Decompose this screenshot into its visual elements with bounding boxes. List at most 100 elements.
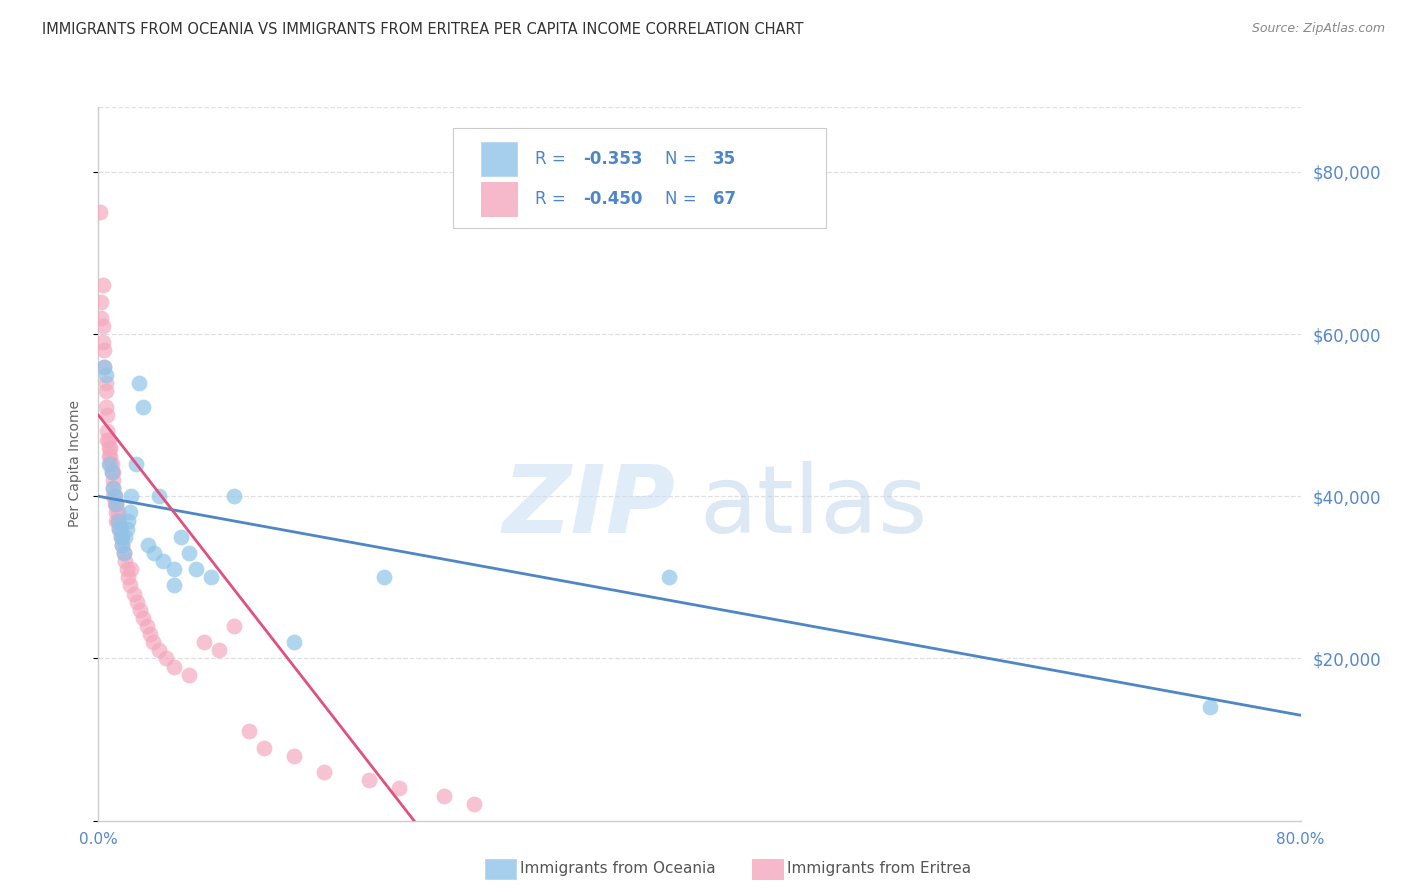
Point <box>170 530 193 544</box>
Point <box>103 473 125 487</box>
Point <box>105 497 128 511</box>
Point <box>148 489 170 503</box>
Point <box>1199 700 1222 714</box>
Text: ZIP: ZIP <box>502 460 675 553</box>
Y-axis label: Per Capita Income: Per Capita Income <box>67 401 82 527</box>
Point <box>155 651 177 665</box>
Point <box>283 635 305 649</box>
Point <box>121 562 143 576</box>
Point <box>112 546 135 560</box>
Text: IMMIGRANTS FROM OCEANIA VS IMMIGRANTS FROM ERITREA PER CAPITA INCOME CORRELATION: IMMIGRANTS FROM OCEANIA VS IMMIGRANTS FR… <box>42 22 804 37</box>
Point <box>110 530 132 544</box>
Point <box>127 595 149 609</box>
Text: -0.353: -0.353 <box>583 150 643 168</box>
Point <box>388 781 411 796</box>
Point <box>96 408 118 422</box>
Point <box>132 611 155 625</box>
Point <box>105 506 128 520</box>
Point <box>208 643 231 657</box>
Point <box>103 481 125 495</box>
Text: R =: R = <box>534 150 571 168</box>
Point <box>118 578 141 592</box>
Text: -0.450: -0.450 <box>583 190 643 208</box>
Point <box>125 457 148 471</box>
Point <box>222 619 245 633</box>
Point <box>152 554 174 568</box>
Point <box>93 343 115 358</box>
Point <box>100 449 122 463</box>
Point <box>101 465 124 479</box>
Point <box>91 278 114 293</box>
Point <box>132 400 155 414</box>
Point <box>114 554 136 568</box>
Point <box>177 667 200 681</box>
Point <box>104 489 127 503</box>
Point <box>103 481 125 495</box>
Point <box>108 522 131 536</box>
Point <box>373 570 395 584</box>
Point <box>97 433 120 447</box>
Point <box>143 546 166 560</box>
Point <box>91 335 114 350</box>
Point <box>101 465 124 479</box>
Point <box>91 318 114 333</box>
Point <box>96 425 118 439</box>
Point <box>433 789 456 804</box>
Text: N =: N = <box>665 150 702 168</box>
Point <box>117 514 139 528</box>
Point <box>107 514 129 528</box>
Point <box>90 294 112 309</box>
FancyBboxPatch shape <box>481 142 517 177</box>
Point <box>89 205 111 219</box>
Point <box>312 764 335 779</box>
Point <box>184 562 207 576</box>
Text: Immigrants from Eritrea: Immigrants from Eritrea <box>787 862 972 876</box>
Point <box>115 562 138 576</box>
Point <box>103 489 125 503</box>
Point <box>193 635 215 649</box>
Point <box>128 376 150 390</box>
Point <box>129 603 152 617</box>
Point <box>97 457 120 471</box>
Point <box>94 368 117 382</box>
Point <box>97 449 120 463</box>
Point <box>463 797 485 812</box>
Point <box>177 546 200 560</box>
Point <box>283 748 305 763</box>
Point <box>100 441 122 455</box>
Point <box>658 570 681 584</box>
Point <box>118 506 141 520</box>
Point <box>90 310 112 325</box>
Point <box>108 514 131 528</box>
Point <box>200 570 222 584</box>
Text: N =: N = <box>665 190 702 208</box>
Point <box>162 562 184 576</box>
Point <box>112 546 135 560</box>
Point <box>96 433 118 447</box>
Point <box>111 530 134 544</box>
Point <box>238 724 260 739</box>
Point <box>135 619 157 633</box>
Point <box>253 740 276 755</box>
Text: atlas: atlas <box>700 460 928 553</box>
Point <box>101 457 124 471</box>
Point <box>93 359 115 374</box>
Point <box>94 384 117 398</box>
Point <box>97 441 120 455</box>
Text: 67: 67 <box>713 190 735 208</box>
Text: Immigrants from Oceania: Immigrants from Oceania <box>520 862 716 876</box>
Point <box>141 635 163 649</box>
Point <box>108 522 131 536</box>
Point <box>100 457 122 471</box>
Point <box>124 586 146 600</box>
Point <box>121 489 143 503</box>
Point <box>104 489 127 503</box>
Text: 35: 35 <box>713 150 735 168</box>
Point <box>93 359 115 374</box>
Point <box>114 530 136 544</box>
Point <box>103 465 125 479</box>
Point <box>110 530 132 544</box>
Point <box>115 522 138 536</box>
Point <box>107 506 129 520</box>
Text: Source: ZipAtlas.com: Source: ZipAtlas.com <box>1251 22 1385 36</box>
